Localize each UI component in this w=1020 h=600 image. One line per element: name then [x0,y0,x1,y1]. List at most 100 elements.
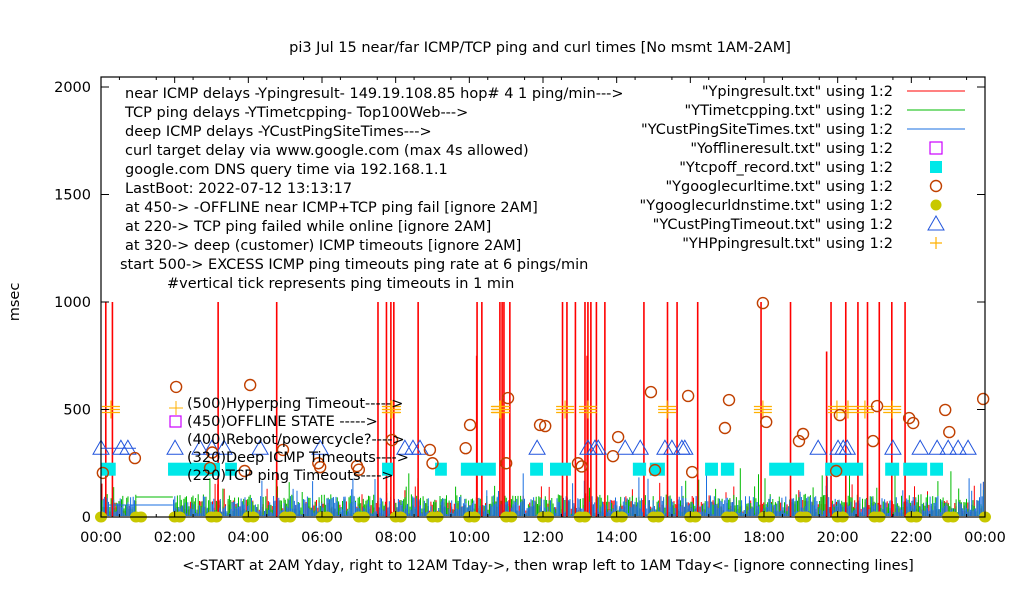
hyperping-timeout-marker [658,400,677,419]
note-line: LastBoot: 2022-07-12 13:13:17 [125,181,352,197]
marker-label: (320)Deep ICMP Timeouts----> [187,450,409,466]
marker-label: (500)Hyperping Timeout-----> [187,396,403,412]
hyperping-timeout-marker [556,400,575,419]
curl-time-marker [644,385,658,399]
curl-time-marker [243,378,257,392]
notes-block: near ICMP delays -Ypingresult- 149.19.10… [120,86,624,292]
cust-ping-timeout-marker [663,439,681,455]
x-tick-label: 20:00 [817,530,859,546]
curl-time-marker [313,460,327,474]
x-tick-label: 14:00 [596,530,638,546]
hyperping-timeout-marker [883,400,902,419]
legend: "Ypingresult.txt" using 1:2 "YTimetcpping… [640,84,965,252]
curl-time-marker [459,442,472,455]
note-line: deep ICMP delays -YCustPingSiteTimes---> [125,124,432,140]
curl-time-marker [385,433,399,447]
cust-ping-timeout-marker [838,439,857,455]
tcp-off-marker [769,462,805,476]
curl-time-marker [533,418,547,432]
note-line: near ICMP delays -Ypingresult- 149.19.10… [125,86,624,102]
tcp-off-marker [930,462,944,476]
curl-time-marker [685,465,699,479]
open-square-icon [169,415,182,428]
tcp-off-marker [382,462,394,476]
x-tick-label: 00:00 [80,530,122,546]
curl-time-marker [169,380,183,394]
curl-time-marker [571,457,585,470]
legend-label: "Ypingresult.txt" using 1:2 [702,84,893,100]
y-tick-label: 500 [63,403,91,419]
curl-time-marker [756,296,770,310]
x-tick-label: 16:00 [669,530,711,546]
cust-ping-timeout-marker [911,439,930,455]
note-line: at 220-> TCP ping failed while online [i… [125,219,491,235]
legend-label: "Ygooglecurltime.txt" using 1:2 [666,179,894,195]
curl-time-marker [423,443,437,457]
curl-time-marker [96,466,110,480]
x-tick-label: 12:00 [522,530,564,546]
marker-label: (450)OFFLINE STATE -----> [187,414,378,430]
cust-ping-timeout-marker [631,439,650,455]
tcp-off-marker [705,462,718,476]
tcp-off-marker [649,462,665,476]
hyperping-timeout-marker [492,400,511,419]
legend-triangle-icon [927,214,945,231]
axes: 00:00 02:00 04:00 06:00 08:00 10:00 12:00 14:00… [54,77,1006,546]
x-tick-label: 08:00 [375,530,417,546]
curl-time-marker [463,418,477,432]
y-tick-label: 0 [82,510,91,526]
tcp-off-marker [549,462,571,476]
legend-label: "YTimetcpping.txt" using 1:2 [685,103,893,119]
y-axis-label: msec [7,283,23,322]
cust-ping-timeout-marker [311,439,330,455]
marker-label: (400)Reboot/powercycle?----> [187,432,405,448]
curl-time-marker [539,419,552,433]
curl-time-marker [575,460,588,473]
cust-ping-timeout-marker [215,439,233,455]
curl-time-marker [939,403,952,417]
cust-ping-timeout-marker [809,439,828,455]
curl-time-marker [796,427,810,441]
marker-label: (220)TCP ping Timeouts----> [187,468,394,484]
tcp-off-marker [460,462,496,476]
cust-ping-timeout-marker [675,439,694,455]
curl-time-marker [426,457,439,470]
note-line: start 500-> EXCESS ICMP ping timeouts pi… [120,257,588,273]
cust-ping-timeout-marker [928,439,946,455]
hyperping-timeout-marker [578,400,597,419]
hyperping-timeout-marker [101,400,120,419]
curl-time-marker [866,434,880,448]
note-line: curl target delay via www.google.com (ma… [125,143,529,159]
legend-filled-square-icon [930,161,942,173]
curl-time-marker [722,393,736,407]
cust-ping-timeout-marker [203,439,221,455]
cust-ping-timeout-marker [119,439,137,455]
tcp-off-marker [530,462,543,476]
chart-title: pi3 Jul 15 near/far ICMP/TCP ping and cu… [289,40,791,56]
hyperping-timeout-marker [827,400,846,419]
cust-ping-timeout-marker [166,439,184,455]
cust-ping-timeout-marker [528,439,546,455]
curl-time-marker [792,434,806,448]
legend-label: "Ygooglecurldnstime.txt" using 1:2 [640,198,893,214]
cust-ping-timeout-marker [251,439,269,455]
curl-time-marker [829,464,843,478]
curl-time-marker [943,425,956,439]
cust-ping-timeout-marker [959,439,977,455]
tcp-off-marker [632,462,647,476]
legend-label: "YCustPingTimeout.txt" using 1:2 [653,217,893,233]
curl-time-marker [206,446,219,459]
note-line: at 320-> deep (customer) ICMP timeouts [… [125,238,521,254]
x-axis-label: <-START at 2AM Yday, right to 12AM Tday-… [182,558,914,574]
tcp-off-marker [435,462,447,476]
curl-time-marker [648,463,662,477]
x-tick-label: 06:00 [301,530,343,546]
y-tick-label: 1000 [54,295,91,311]
legend-open-square-icon [929,141,943,155]
curl-time-marker [606,449,620,463]
note-line: TCP ping delays -YTimetcpping- Top100Web… [124,105,468,121]
tcp-off-marker [101,462,116,476]
cust-ping-timeout-marker [884,439,902,455]
y-tick-label: 1500 [54,188,91,204]
hyperping-timeout-marker [382,400,401,419]
